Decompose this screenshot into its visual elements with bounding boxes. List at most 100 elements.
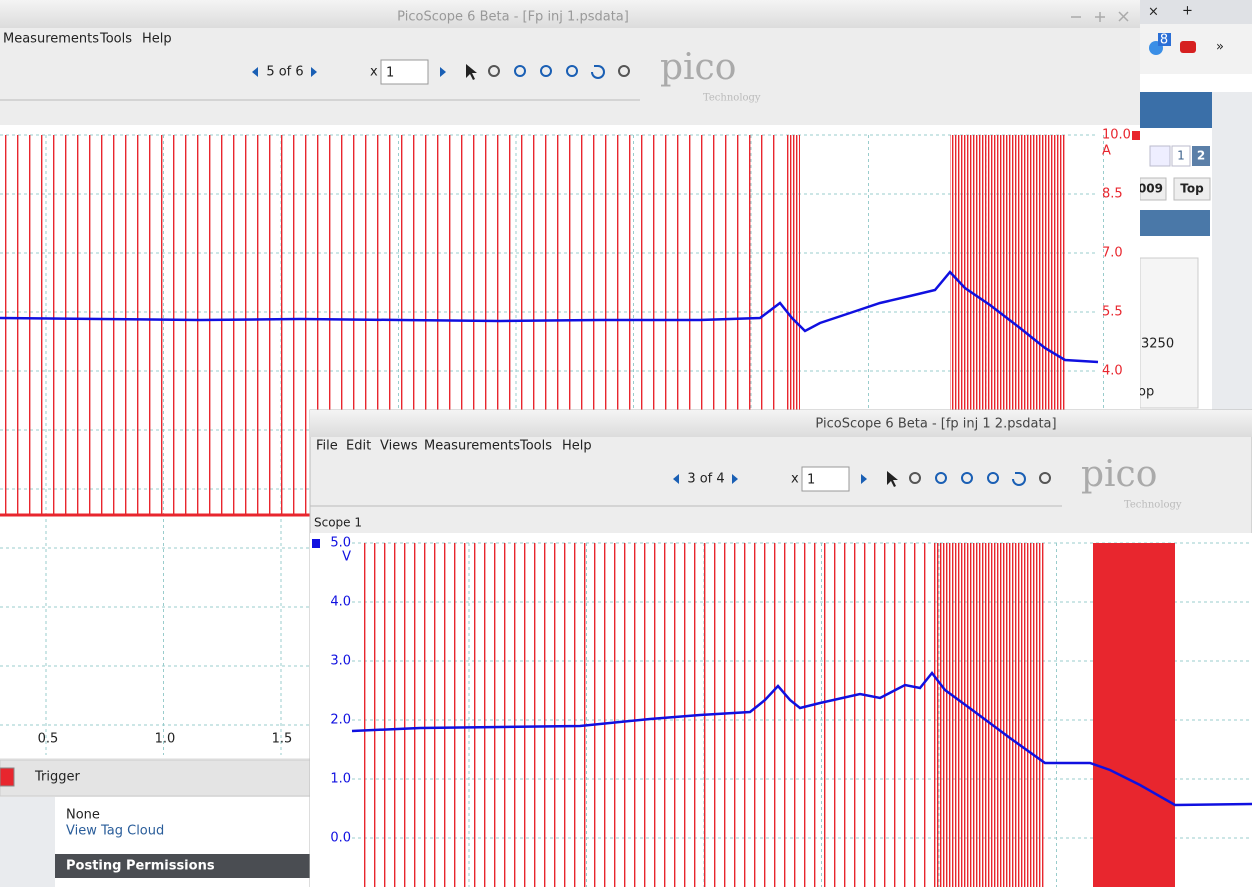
post-number: 009 [1138, 182, 1163, 196]
y-tick-label: 4.0 [1102, 364, 1123, 379]
y-unit: A [1102, 144, 1111, 159]
tab-close[interactable]: × [1148, 5, 1159, 20]
menu-item[interactable]: Tools [99, 32, 132, 47]
badge: 8 [1160, 33, 1168, 48]
zoom-fit[interactable] [1039, 472, 1051, 484]
undo-tool[interactable] [591, 65, 605, 79]
voltage-trace [351, 670, 1252, 807]
menu-item[interactable]: Views [380, 439, 418, 454]
y-tick-label: 1.0 [330, 772, 351, 787]
window-2-title: PicoScope 6 Beta - [fp inj 1 2.psdata] [815, 417, 1056, 432]
forum-margin [1212, 92, 1252, 412]
zoom-value: 1 [807, 473, 815, 488]
voltage-trace [0, 270, 1099, 364]
zoom-value: 1 [386, 66, 394, 81]
current-pulses [934, 543, 1044, 887]
y-unit: V [342, 550, 351, 565]
nav-next[interactable] [311, 67, 317, 77]
y-tick-label: 7.0 [1102, 246, 1123, 261]
tags-value: None [66, 808, 100, 823]
permissions-title: Posting Permissions [66, 859, 215, 874]
youtube-icon[interactable] [1180, 41, 1196, 53]
zoom-tool[interactable] [961, 472, 973, 484]
zoom-input[interactable] [801, 466, 850, 492]
menu-item[interactable]: File [316, 439, 338, 454]
top-link[interactable]: Top [1180, 182, 1204, 196]
text-fragment: op [1138, 385, 1154, 400]
scope-label: Scope 1 [314, 516, 362, 530]
x-tick-label: 0.5 [38, 732, 59, 747]
window-1-titlebar [0, 0, 1140, 28]
zoom-input[interactable] [380, 59, 429, 85]
zoom-tool[interactable] [514, 65, 526, 77]
forum-header [1140, 210, 1210, 236]
logo-sub: Technology [1124, 500, 1182, 511]
window-2: PicoScope 6 Beta - [fp inj 1 2.psdata] F… [309, 409, 1252, 887]
current-pulses [1093, 543, 1175, 887]
post-count: 3250 [1141, 337, 1174, 352]
zoom-next[interactable] [440, 67, 446, 77]
current-pulses [358, 543, 932, 887]
pointer-tool[interactable] [466, 64, 477, 80]
zoom-tool[interactable] [566, 65, 578, 77]
x-tick-label: 1.0 [155, 732, 176, 747]
y-tick-label: 5.5 [1102, 305, 1123, 320]
zoom-label: x [791, 472, 799, 487]
zoom-tool[interactable] [935, 472, 947, 484]
window-1-controls[interactable] [1071, 11, 1129, 22]
menu-item[interactable]: Tools [519, 439, 552, 454]
page-1-box[interactable] [1171, 145, 1191, 167]
zoom-next[interactable] [861, 474, 867, 484]
page-link[interactable]: 1 [1177, 149, 1185, 163]
window-2-titlebar [310, 410, 1252, 437]
y-tick-label: 4.0 [330, 595, 351, 610]
menu-item[interactable]: Help [562, 439, 592, 454]
undo-tool[interactable] [1012, 472, 1026, 486]
pointer-tool[interactable] [887, 471, 898, 487]
forum-box [1139, 257, 1199, 409]
y-tick-label: 5.0 [330, 536, 351, 551]
y-tick-label: 2.0 [330, 713, 351, 728]
zoom-tool[interactable] [488, 65, 500, 77]
y-tick-label: 0.0 [330, 831, 351, 846]
nav-next[interactable] [732, 474, 738, 484]
overflow-chevron[interactable]: » [1216, 40, 1224, 55]
menu-item[interactable]: Edit [346, 439, 371, 454]
x-tick-label: 1.5 [272, 732, 293, 747]
zoom-fit[interactable] [618, 65, 630, 77]
zoom-tool[interactable] [987, 472, 999, 484]
logo: pico [1081, 454, 1157, 495]
zoom-label: x [370, 65, 378, 80]
tag-cloud-link[interactable]: View Tag Cloud [66, 824, 164, 839]
nav-prev[interactable] [252, 67, 258, 77]
logo-sub: Technology [703, 93, 761, 104]
page-counter: 5 of 6 [266, 65, 303, 80]
zoom-tool[interactable] [540, 65, 552, 77]
trigger-label: Trigger [34, 770, 80, 785]
forum-bar [1140, 92, 1212, 128]
top-box[interactable] [1173, 177, 1211, 201]
menu-item[interactable]: Measurements [424, 439, 520, 454]
page-current[interactable]: 2 [1197, 149, 1205, 163]
menu-item[interactable]: Measurements [3, 32, 99, 47]
badge-bg [1158, 33, 1171, 46]
channel-marker [312, 539, 320, 548]
page-prev[interactable] [1149, 145, 1171, 167]
page-counter: 3 of 4 [687, 472, 724, 487]
permissions-bar [55, 854, 315, 878]
y-tick-label: 10.0 [1102, 128, 1131, 143]
window-1-title: PicoScope 6 Beta - [Fp inj 1.psdata] [397, 10, 629, 25]
menu-item[interactable]: Help [142, 32, 172, 47]
page-2-box[interactable] [1192, 146, 1210, 166]
tab-bar [1140, 0, 1252, 24]
stop-button[interactable] [0, 767, 15, 787]
y-tick-label: 8.5 [1102, 187, 1123, 202]
channel-marker [1132, 131, 1140, 140]
new-tab[interactable]: + [1182, 4, 1193, 19]
nav-prev[interactable] [673, 474, 679, 484]
logo: pico [660, 47, 736, 88]
y-tick-label: 3.0 [330, 654, 351, 669]
zoom-tool[interactable] [909, 472, 921, 484]
